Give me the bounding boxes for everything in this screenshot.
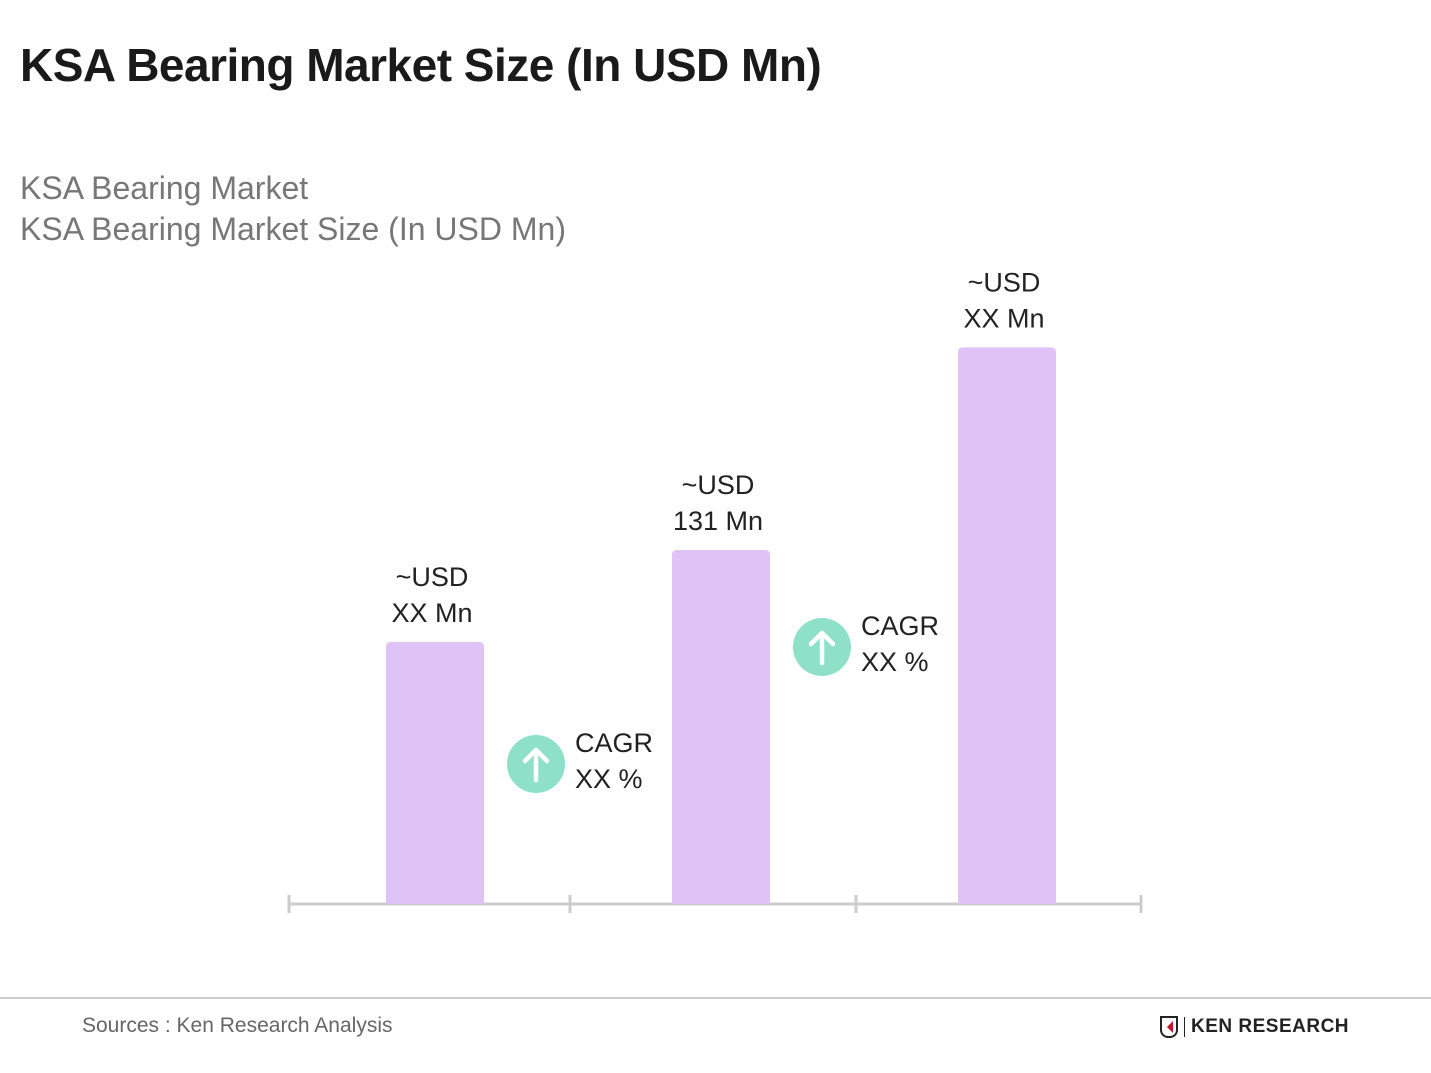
footer-divider [0, 997, 1431, 999]
logo-separator [1184, 1017, 1185, 1037]
bar [386, 641, 484, 904]
cagr-label: XX % [575, 764, 643, 794]
data-label: ~USD [968, 267, 1041, 297]
data-label: ~USD [682, 470, 755, 500]
chart-subtitle-1: KSA Bearing Market [20, 170, 309, 206]
data-label: ~USD [396, 562, 469, 592]
data-label: 131 Mn [673, 506, 763, 536]
cagr-label: XX % [861, 647, 929, 677]
bar [958, 347, 1056, 904]
logo-icon [1160, 1016, 1178, 1038]
cagr-label: CAGR [861, 611, 939, 641]
chart-subtitle-2: KSA Bearing Market Size (In USD Mn) [20, 211, 566, 247]
bar-chart: ~USD XX Mn ~USD 131 Mn ~USD XX Mn CAGR XX % CAGR… [287, 267, 1143, 913]
data-label: XX Mn [391, 598, 472, 628]
ken-research-logo: KEN RESEARCH [1160, 1016, 1349, 1038]
arrow-up-icon [522, 747, 550, 783]
source-text: Sources : Ken Research Analysis [82, 1014, 393, 1037]
arrow-up-icon [808, 630, 836, 666]
chart-title: KSA Bearing Market Size (In USD Mn) [20, 39, 822, 91]
logo-text: KEN RESEARCH [1191, 1016, 1350, 1037]
data-label: XX Mn [963, 303, 1044, 333]
bar [672, 550, 770, 904]
cagr-label: CAGR [575, 728, 653, 758]
